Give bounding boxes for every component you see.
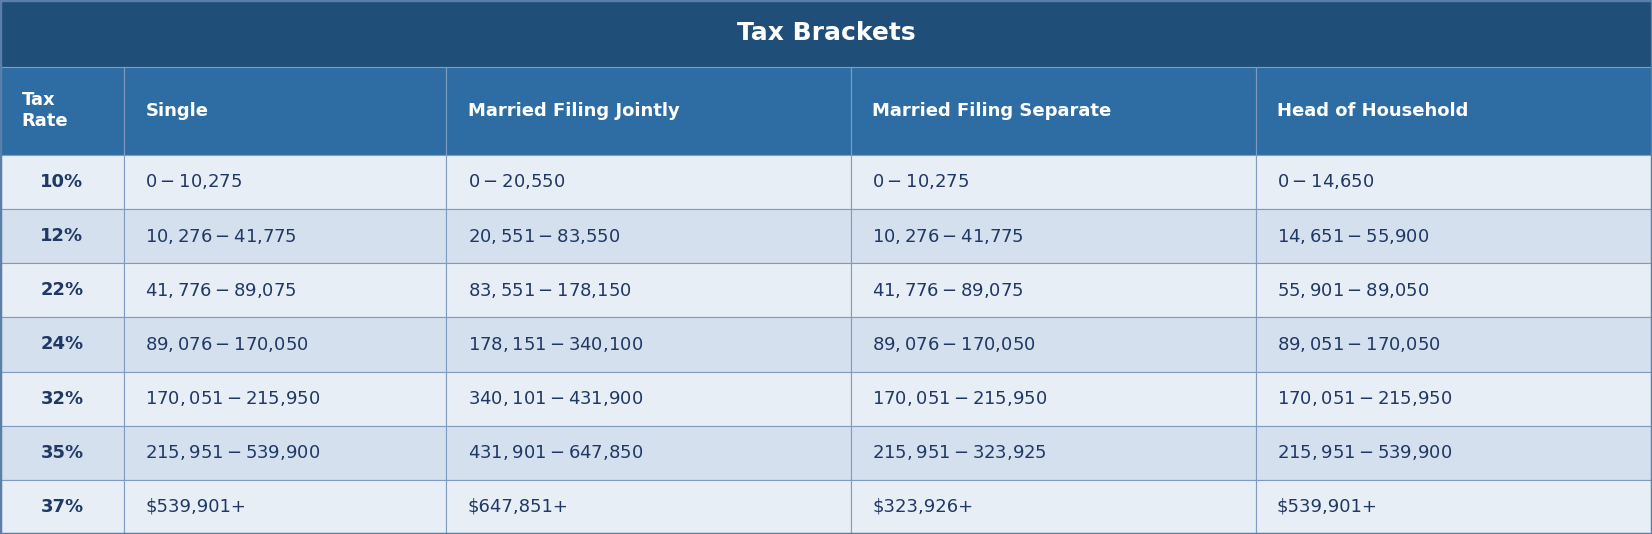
Text: $178,151-$340,100: $178,151-$340,100 (468, 335, 643, 354)
Text: 32%: 32% (40, 390, 84, 407)
Bar (1256, 372, 1652, 426)
Text: $14,651-$55,900: $14,651-$55,900 (1277, 226, 1429, 246)
Text: Tax
Rate: Tax Rate (21, 91, 68, 130)
Bar (0, 480, 124, 534)
Bar (851, 155, 1256, 209)
Text: $41,776-$89,075: $41,776-$89,075 (872, 281, 1024, 300)
Bar (446, 480, 851, 534)
Bar (446, 317, 851, 372)
Bar (1256, 317, 1652, 372)
Text: 10%: 10% (40, 173, 84, 191)
Text: $340,101-$431,900: $340,101-$431,900 (468, 389, 643, 408)
Bar (851, 263, 1256, 317)
Text: $539,901+: $539,901+ (1277, 498, 1378, 516)
Bar (0, 372, 124, 426)
Text: Head of Household: Head of Household (1277, 102, 1469, 120)
Bar (124, 480, 446, 534)
Text: $55,901-$89,050: $55,901-$89,050 (1277, 281, 1429, 300)
Bar (0, 155, 124, 209)
Bar (1256, 67, 1652, 155)
Bar (124, 209, 446, 263)
Text: $323,926+: $323,926+ (872, 498, 973, 516)
Text: $83,551-$178,150: $83,551-$178,150 (468, 281, 631, 300)
Text: $0-$10,275: $0-$10,275 (872, 172, 970, 192)
Text: $89,076-$170,050: $89,076-$170,050 (872, 335, 1036, 354)
Bar (124, 155, 446, 209)
Bar (446, 67, 851, 155)
Bar (446, 263, 851, 317)
Text: $647,851+: $647,851+ (468, 498, 568, 516)
Bar (851, 480, 1256, 534)
Bar (0, 263, 124, 317)
Text: $89,051-$170,050: $89,051-$170,050 (1277, 335, 1441, 354)
Bar (851, 317, 1256, 372)
Text: $170,051-$215,950: $170,051-$215,950 (1277, 389, 1452, 408)
Bar (851, 372, 1256, 426)
Bar (446, 155, 851, 209)
Bar (851, 67, 1256, 155)
Text: $0-$10,275: $0-$10,275 (145, 172, 243, 192)
Bar (0, 67, 124, 155)
Text: 37%: 37% (40, 498, 84, 516)
Text: Single: Single (145, 102, 208, 120)
Text: 35%: 35% (40, 444, 84, 462)
Bar (124, 372, 446, 426)
Text: $0-$20,550: $0-$20,550 (468, 172, 565, 192)
Bar (0, 0, 1652, 67)
Text: Married Filing Jointly: Married Filing Jointly (468, 102, 679, 120)
Text: $89,076-$170,050: $89,076-$170,050 (145, 335, 309, 354)
Text: $215,951-$539,900: $215,951-$539,900 (1277, 443, 1452, 462)
Text: $0-$14,650: $0-$14,650 (1277, 172, 1374, 192)
Text: $170,051-$215,950: $170,051-$215,950 (872, 389, 1047, 408)
Bar (1256, 480, 1652, 534)
Bar (0, 209, 124, 263)
Text: $41,776-$89,075: $41,776-$89,075 (145, 281, 297, 300)
Text: $20,551-$83,550: $20,551-$83,550 (468, 226, 620, 246)
Text: $10,276-$41,775: $10,276-$41,775 (872, 226, 1024, 246)
Text: 12%: 12% (40, 227, 84, 245)
Text: 24%: 24% (40, 335, 84, 354)
Text: $215,951-$323,925: $215,951-$323,925 (872, 443, 1047, 462)
Bar (124, 317, 446, 372)
Bar (124, 263, 446, 317)
Text: Tax Brackets: Tax Brackets (737, 21, 915, 45)
Text: $170,051-$215,950: $170,051-$215,950 (145, 389, 320, 408)
Bar (851, 209, 1256, 263)
Bar (1256, 263, 1652, 317)
Text: $215,951-$539,900: $215,951-$539,900 (145, 443, 320, 462)
Bar (0, 426, 124, 480)
Bar (1256, 155, 1652, 209)
Bar (124, 67, 446, 155)
Bar (124, 426, 446, 480)
Bar (0, 317, 124, 372)
Bar (446, 209, 851, 263)
Bar (1256, 209, 1652, 263)
Bar (446, 372, 851, 426)
Bar (851, 426, 1256, 480)
Text: $539,901+: $539,901+ (145, 498, 246, 516)
Text: $431,901-$647,850: $431,901-$647,850 (468, 443, 643, 462)
Text: 22%: 22% (40, 281, 84, 299)
Bar (1256, 426, 1652, 480)
Bar (446, 426, 851, 480)
Text: Married Filing Separate: Married Filing Separate (872, 102, 1112, 120)
Text: $10,276-$41,775: $10,276-$41,775 (145, 226, 297, 246)
